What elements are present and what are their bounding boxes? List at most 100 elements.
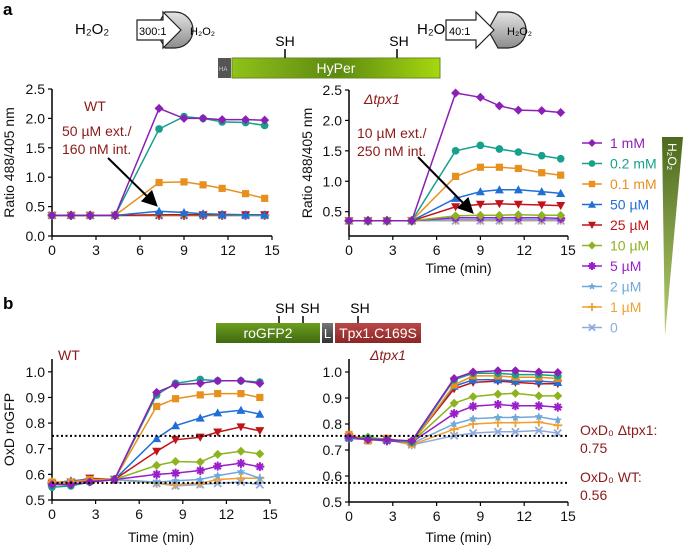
x-tick-label: 0 <box>48 506 56 522</box>
series-1-mM <box>344 366 563 446</box>
h2o2-outside-label: H₂O₂ <box>75 21 109 38</box>
data-point-marker <box>152 460 162 470</box>
data-point-marker <box>534 417 544 427</box>
y-axis-label: OxD roGFP <box>1 393 17 466</box>
ha-tag-label: HA <box>219 67 227 73</box>
y-axis-label: Ratio 488/405 nm <box>299 108 315 219</box>
data-point-marker <box>553 428 563 438</box>
ratio-label-40: 40:1 <box>449 26 470 38</box>
data-point-marker <box>493 427 503 437</box>
data-point-marker <box>236 458 246 468</box>
data-point-marker <box>449 419 459 428</box>
data-point-marker <box>494 210 504 220</box>
data-point-marker <box>494 101 504 111</box>
data-point-marker <box>382 216 392 226</box>
y-tick-label: 0.0 <box>26 228 46 244</box>
data-point-marker <box>588 241 596 250</box>
data-point-marker <box>110 210 120 220</box>
data-point-marker <box>513 185 523 194</box>
x-tick-label: 9 <box>477 242 485 258</box>
data-point-marker <box>468 419 478 429</box>
data-point-marker <box>556 188 566 198</box>
data-point-marker <box>556 210 566 220</box>
data-point-marker <box>449 424 459 434</box>
thiol-label: SH <box>300 300 319 316</box>
data-point-marker <box>553 420 563 430</box>
data-point-marker <box>449 374 459 383</box>
chart-4: 0 3 6 9 12 15 0.5 0.6 0.7 0.8 0.9 1.0 Time (min) <box>323 359 576 545</box>
data-point-marker <box>261 194 269 202</box>
data-point-marker <box>493 413 503 422</box>
data-point-marker <box>513 210 523 220</box>
data-point-marker <box>493 366 503 376</box>
linker-label: L <box>324 326 331 341</box>
series-1-mM <box>47 103 270 220</box>
y-tick-label: 0.5 <box>323 494 343 510</box>
x-tick-label: 3 <box>92 242 100 258</box>
data-point-marker <box>510 418 520 428</box>
data-point-marker <box>109 474 119 484</box>
y-tick-label: 0.8 <box>26 415 46 431</box>
data-point-marker <box>588 282 596 290</box>
data-point-marker <box>556 108 566 118</box>
x-tick-label: 12 <box>516 242 532 258</box>
x-axis-label: Time (min) <box>425 260 491 276</box>
x-tick-label: 0 <box>345 242 353 258</box>
series-line <box>52 107 265 217</box>
data-point-marker <box>588 139 596 147</box>
x-tick-label: 12 <box>220 242 236 258</box>
x-tick-label: 12 <box>219 506 235 522</box>
y-tick-label: 0.9 <box>323 390 343 406</box>
data-point-marker <box>538 169 546 177</box>
data-point-marker <box>557 171 565 179</box>
data-point-marker <box>588 303 596 311</box>
thiol-label: SH <box>275 33 294 49</box>
y-tick-label: 0.5 <box>323 204 343 220</box>
data-point-marker <box>534 412 544 421</box>
data-point-marker <box>588 200 596 208</box>
legend-item: 5 µM <box>582 258 641 274</box>
data-point-marker <box>66 480 76 490</box>
data-point-marker <box>213 408 223 417</box>
data-point-marker <box>171 468 181 478</box>
data-point-marker <box>171 380 181 390</box>
legend-label: 1 µM <box>610 299 641 315</box>
data-point-marker <box>217 209 227 218</box>
panel-label-a: a <box>3 0 13 19</box>
data-point-marker <box>407 436 417 446</box>
x-tick-label: 12 <box>516 508 532 524</box>
legend-label: 25 µM <box>610 217 649 233</box>
hyper-box <box>231 57 441 79</box>
data-point-marker <box>180 178 188 186</box>
threshold-note: 250 nM int. <box>357 143 426 159</box>
data-point-marker <box>47 210 57 220</box>
strain-label-tpx1: Δtpx1 <box>363 91 400 107</box>
data-point-marker <box>255 378 265 388</box>
data-point-marker <box>152 447 162 456</box>
legend-item: 0.2 mM <box>582 156 657 172</box>
legend-label: 0 <box>610 320 618 336</box>
data-point-marker <box>152 433 162 443</box>
data-point-marker <box>236 446 246 456</box>
y-tick-label: 0.6 <box>323 468 343 484</box>
legend-label: 0.2 mM <box>610 156 657 172</box>
x-tick-label: 15 <box>262 506 278 522</box>
data-point-marker <box>236 423 246 432</box>
data-point-marker <box>513 200 523 209</box>
y-tick-label: 1.0 <box>323 173 343 189</box>
x-tick-label: 15 <box>560 508 576 524</box>
strain-label-wt: WT <box>84 98 106 114</box>
series-line <box>348 369 558 442</box>
chart-3: 0 3 6 9 12 15 0.5 0.6 0.7 0.8 0.9 1.0 OxD roGFP Time … <box>1 359 278 545</box>
y-tick-label: 0.6 <box>26 466 46 482</box>
data-point-marker <box>468 392 478 402</box>
y-tick-label: 0.5 <box>26 199 46 215</box>
data-point-marker <box>451 88 461 98</box>
data-point-marker <box>199 181 207 189</box>
threshold-note: 160 nM int. <box>62 141 131 157</box>
data-point-marker <box>588 323 596 332</box>
data-point-marker <box>495 145 504 153</box>
data-point-marker <box>514 148 523 156</box>
tpx1-label: Tpx1.C169S <box>339 325 417 341</box>
data-point-marker <box>171 476 180 485</box>
